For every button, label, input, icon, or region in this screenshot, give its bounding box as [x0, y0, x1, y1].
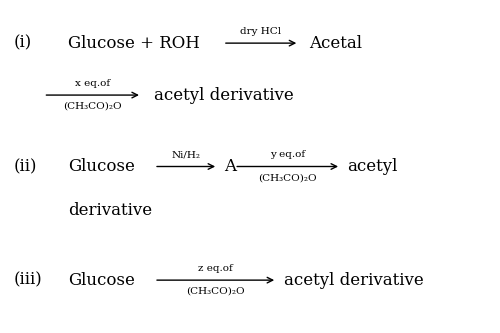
Text: Glucose + ROH: Glucose + ROH: [68, 35, 200, 52]
Text: z eq.of: z eq.of: [198, 264, 233, 273]
Text: dry HCl: dry HCl: [240, 27, 282, 36]
Text: (CH₃CO)₂O: (CH₃CO)₂O: [258, 173, 316, 182]
Text: derivative: derivative: [68, 202, 152, 219]
Text: (CH₃CO)₂O: (CH₃CO)₂O: [64, 102, 122, 111]
Text: (CH₃CO)₂O: (CH₃CO)₂O: [186, 287, 245, 296]
Text: acetyl derivative: acetyl derivative: [154, 87, 294, 104]
Text: Ni/H₂: Ni/H₂: [172, 151, 200, 160]
Text: A: A: [224, 158, 236, 175]
Text: Glucose: Glucose: [68, 158, 135, 175]
Text: (iii): (iii): [14, 272, 43, 289]
Text: (ii): (ii): [14, 158, 38, 175]
Text: x eq.of: x eq.of: [75, 79, 110, 88]
Text: Glucose: Glucose: [68, 272, 135, 289]
Text: Acetal: Acetal: [309, 35, 362, 52]
Text: (i): (i): [14, 35, 32, 52]
Text: y eq.of: y eq.of: [270, 150, 305, 159]
Text: acetyl derivative: acetyl derivative: [284, 272, 424, 289]
Text: acetyl: acetyl: [348, 158, 398, 175]
